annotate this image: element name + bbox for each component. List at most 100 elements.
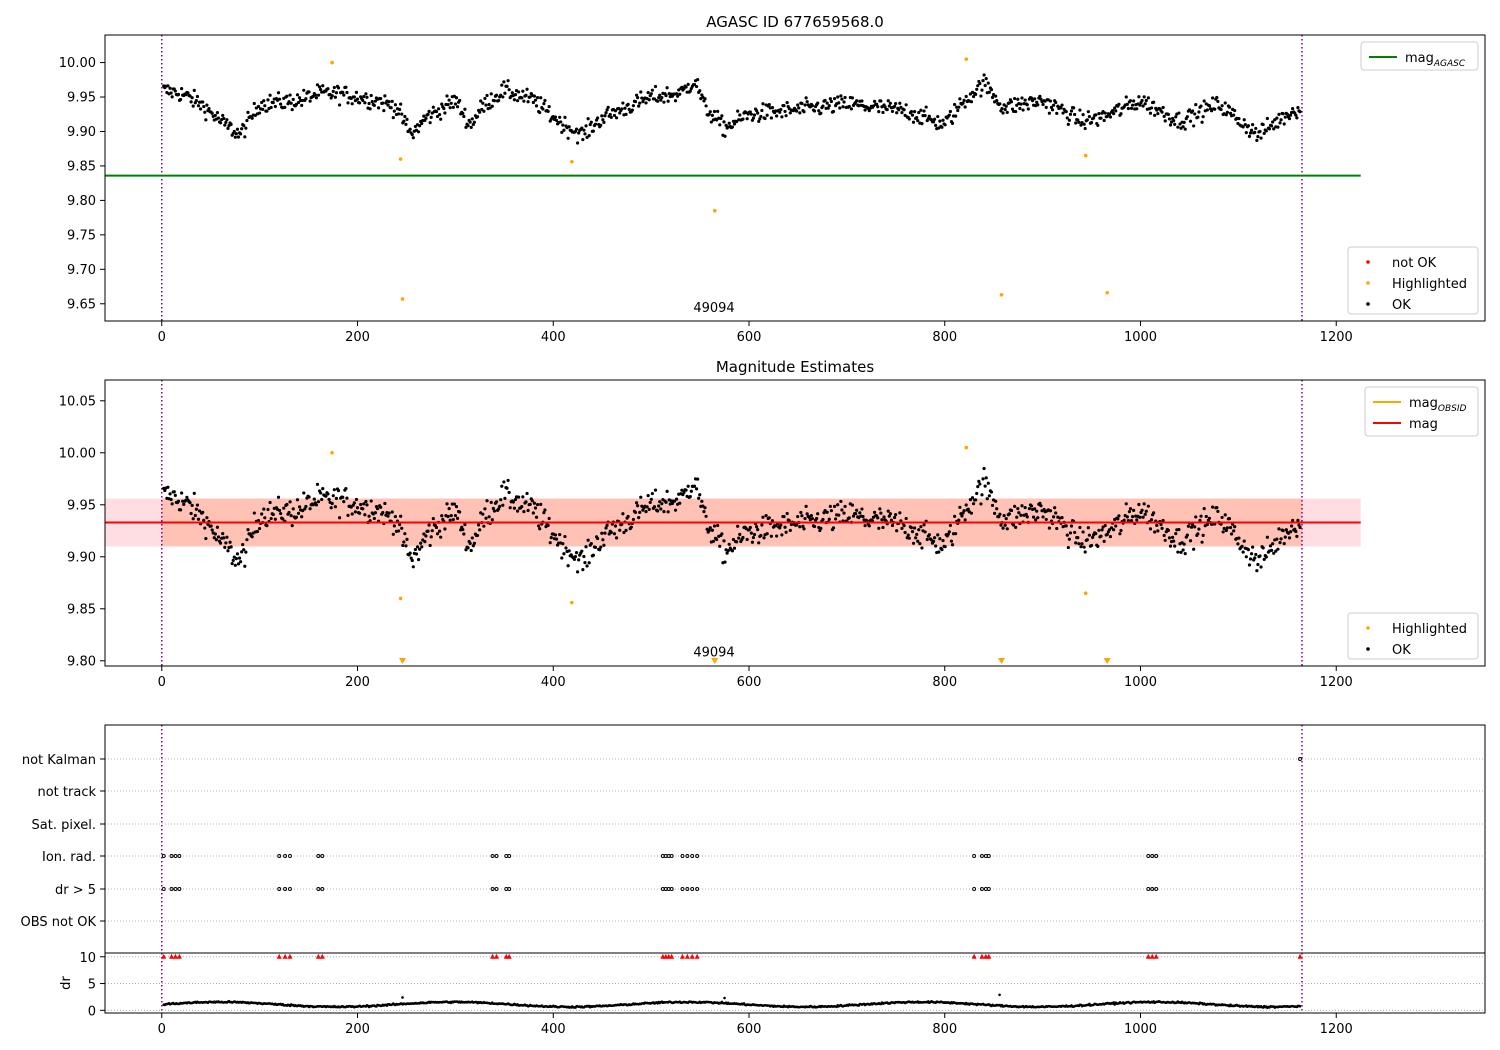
panel-1-ytick-label: 9.90 [67,125,96,140]
panel-2-ok-point [800,514,804,518]
panel-2-ok-point [805,512,809,516]
panel-1-ok-point [984,77,988,81]
panel-1-ok-point [283,105,287,109]
flag-event-marker [177,854,182,858]
panel-1-ok-point [879,99,883,103]
panel-2-ok-point [326,492,330,496]
panel-2-ok-point [401,543,405,548]
panel-1-ok-point [532,94,537,98]
flag-event-marker [690,887,695,891]
panel-2-ok-point [650,491,654,496]
panel-1-ok-point [297,96,302,100]
panel-1-ok-point [767,103,771,107]
panel-2-ok-point [501,503,505,507]
panel-1-ok-point [1096,123,1100,128]
panel-2-ok-point [1079,545,1083,549]
panel-1-ok-point [591,129,595,133]
panel-2-ok-point [386,514,390,518]
panel-1-ok-point [170,95,174,99]
panel-1-ok-point [719,116,723,121]
panel-1-ok-point [989,88,994,92]
panel-2-ok-point [1033,507,1037,511]
panel-1-ok-point [694,84,699,89]
panel-2-ok-point [1167,536,1172,540]
panel-2-ok-point [1138,515,1142,519]
flag-event-marker [979,854,984,858]
panel-1-ok-point [953,102,957,107]
dr-ytick-label: 5 [88,978,96,993]
panel-1-ok-point [454,96,459,100]
agasc-magnitude-panel: AGASC ID 677659568.0 0 200 400 600 800 1000 12… [59,13,1486,345]
panel-2-xtick-label: 600 [737,675,762,690]
panel-1-ok-point [881,110,885,115]
panel-2-ok-point [1100,528,1104,532]
panel-2-ok-point [534,515,539,519]
panel-1-ok-point [398,107,402,112]
panel-2-xtick-label: 1200 [1320,675,1353,690]
panel-2-ok-point [273,517,277,521]
panel-1-ok-point [337,103,342,107]
panel-1-ok-point [752,113,757,117]
panel-1-ok-point [658,93,662,97]
flag-row-label: Ion. rad. [42,850,96,865]
panel-2-ok-point [825,510,829,514]
panel-1-ok-point [560,130,564,134]
panel-1-highlighted-point [400,297,405,301]
panel-1-ok-point [947,113,951,117]
panel-1-ok-point [468,120,472,124]
panel-2-ok-point [958,505,962,509]
panel-2-ok-point [1223,513,1227,517]
panel-1-ok-point [1129,106,1134,110]
panel-2-ok-point [637,516,641,520]
panel-1-ok-point [745,117,749,121]
panel-1-ok-point [307,90,311,94]
panel-2-ok-point [666,510,670,514]
panel-1-ok-point [614,116,619,120]
panel-2-ok-point [700,499,704,503]
panel-1-ok-point [365,95,369,99]
dr-clipped-marker [315,953,321,959]
panel-2-ok-point [574,551,579,555]
panel-2-ok-point [252,511,256,515]
panel-2-ok-point [1124,502,1128,506]
panel-1-ok-point [180,87,184,91]
panel-2-ok-point [344,486,348,491]
panel-1-ok-point [1161,105,1165,110]
panel-2-ok-point [1038,501,1042,505]
panel-1-ok-point [1237,116,1241,121]
panel-2-ok-point [461,527,465,532]
panel-1-ok-point [602,120,606,124]
panel-1-ok-point [363,101,367,105]
panel-2-ok-point [173,493,177,497]
panel-2-ok-point [577,558,581,562]
panel-2-ok-point [1295,534,1299,538]
panel-1-ok-point [1277,112,1281,116]
panel-1-ok-point [403,114,407,119]
panel-1-ok-point [802,110,806,114]
flag-event-marker [277,854,282,858]
panel-1-ok-point [1140,98,1144,103]
panel-2-ok-point [236,562,241,566]
panel-1-ok-point [198,107,203,111]
flag-event-marker [1298,757,1302,761]
panel-2-ok-point [890,523,895,528]
panel-2-ok-point [244,550,248,554]
panel-2-ok-point [986,481,990,485]
panel-1-ok-point [778,110,782,114]
panel-2-ok-point [490,518,494,522]
panel-1-ok-point [1073,112,1077,117]
panel-1-ok-point [194,99,198,103]
panel-1-ok-point [1193,112,1197,116]
panel-1-ok-point [1132,99,1136,103]
panel-1-ok-point [279,102,283,106]
panel-1-ok-point [1103,111,1107,115]
panel-1-ok-point [969,100,974,104]
panel-2-ok-point [1264,555,1268,559]
panel-2-ok-point [911,541,916,545]
panel-1-ok-point [1256,134,1260,139]
panel-1-ok-point [296,100,301,105]
panel-2-ok-point [182,502,186,506]
panel-2-ok-point [1220,515,1224,520]
panel-1-ok-point [554,118,559,123]
